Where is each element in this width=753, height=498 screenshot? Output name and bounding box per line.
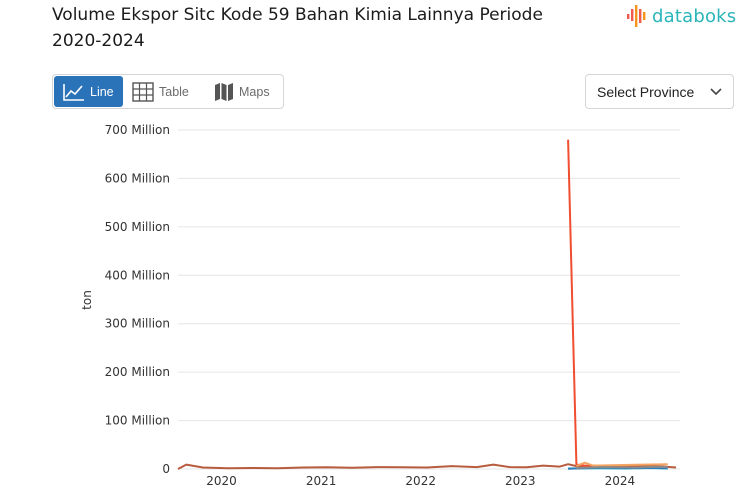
x-tick-label: 2021 — [306, 474, 337, 488]
tab-maps[interactable]: Maps — [205, 76, 281, 107]
y-tick-label: 400 Million — [105, 268, 170, 282]
y-axis-label: ton — [80, 290, 94, 310]
series-line-2[interactable] — [567, 139, 668, 469]
tab-line[interactable]: Line — [54, 76, 123, 107]
grid-lines — [178, 129, 680, 470]
series-line-3[interactable] — [576, 461, 668, 468]
y-tick-label: 500 Million — [105, 220, 170, 234]
x-tick-label: 2023 — [505, 474, 536, 488]
series-line-6[interactable] — [576, 465, 668, 469]
y-tick-label: 700 Million — [105, 123, 170, 137]
tab-maps-label: Maps — [239, 84, 270, 99]
y-tick-label: 200 Million — [105, 365, 170, 379]
y-tick-label: 0 — [162, 462, 170, 476]
x-tick-label: 2020 — [206, 474, 237, 488]
line-chart-icon — [63, 83, 84, 101]
y-tick-label: 100 Million — [105, 414, 170, 428]
province-select[interactable]: Select Province — [585, 74, 734, 109]
tab-table[interactable]: Table — [123, 76, 205, 107]
series-lines — [177, 139, 677, 470]
map-icon — [215, 82, 233, 101]
table-grid-icon — [132, 81, 154, 102]
logo-text: databoks — [652, 5, 737, 27]
x-tick-label: 2022 — [405, 474, 436, 488]
chevron-down-icon — [710, 87, 722, 95]
page-title: Volume Ekspor Sitc Kode 59 Bahan Kimia L… — [52, 5, 543, 51]
x-axis-ticks: 2020 2021 2022 2023 2024 — [206, 474, 635, 488]
tab-table-label: Table — [159, 84, 189, 99]
databoks-bars-icon — [627, 5, 646, 27]
view-tabs: Line Table Maps — [52, 74, 284, 109]
tab-line-label: Line — [90, 84, 114, 99]
x-tick-label: 2024 — [605, 474, 636, 488]
y-axis-ticks: 0 100 Million 200 Million 300 Million 400 Mi… — [105, 123, 170, 476]
databoks-logo[interactable]: databoks — [626, 4, 736, 28]
province-select-value: Select Province — [597, 83, 695, 100]
y-tick-label: 300 Million — [105, 317, 170, 331]
y-tick-label: 600 Million — [105, 171, 170, 185]
